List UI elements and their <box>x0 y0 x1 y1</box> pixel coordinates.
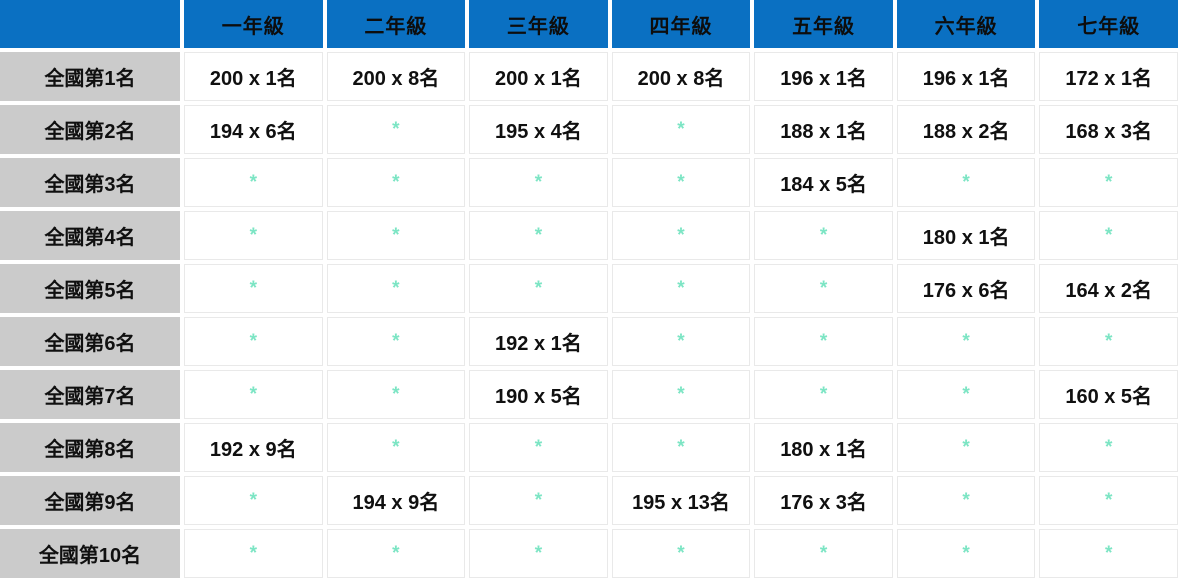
value-cell: 172 x 1名 <box>1039 52 1178 101</box>
placeholder-cell: * <box>184 264 323 313</box>
value-cell: 194 x 6名 <box>184 105 323 154</box>
placeholder-cell: * <box>326 264 466 313</box>
value-cell: 184 x 5名 <box>754 158 893 207</box>
grade-column-header-4: 四年級 <box>611 0 751 48</box>
rank-row-header-3: 全國第3名 <box>0 158 180 207</box>
value-cell: 192 x 9名 <box>184 423 323 472</box>
value-cell: 195 x 13名 <box>611 476 751 525</box>
placeholder-cell: * <box>611 264 751 313</box>
placeholder-cell: * <box>754 211 893 260</box>
placeholder-cell: * <box>184 211 323 260</box>
placeholder-cell: * <box>1039 476 1178 525</box>
value-cell: 200 x 1名 <box>469 52 608 101</box>
placeholder-cell: * <box>1039 317 1178 366</box>
placeholder-cell: * <box>611 211 751 260</box>
grade-column-header-5: 五年級 <box>754 0 893 48</box>
placeholder-cell: * <box>469 529 608 578</box>
value-cell: 200 x 8名 <box>611 52 751 101</box>
value-cell: 160 x 5名 <box>1039 370 1178 419</box>
placeholder-cell: * <box>469 476 608 525</box>
placeholder-cell: * <box>896 476 1036 525</box>
placeholder-cell: * <box>326 158 466 207</box>
placeholder-cell: * <box>896 529 1036 578</box>
placeholder-cell: * <box>1039 423 1178 472</box>
value-cell: 164 x 2名 <box>1039 264 1178 313</box>
placeholder-cell: * <box>754 264 893 313</box>
value-cell: 200 x 1名 <box>184 52 323 101</box>
grade-column-header-3: 三年級 <box>469 0 608 48</box>
placeholder-cell: * <box>469 158 608 207</box>
rank-row-header-5: 全國第5名 <box>0 264 180 313</box>
rank-row-header-8: 全國第8名 <box>0 423 180 472</box>
value-cell: 192 x 1名 <box>469 317 608 366</box>
rank-row-header-6: 全國第6名 <box>0 317 180 366</box>
placeholder-cell: * <box>326 105 466 154</box>
placeholder-cell: * <box>896 370 1036 419</box>
placeholder-cell: * <box>469 264 608 313</box>
placeholder-cell: * <box>184 476 323 525</box>
placeholder-cell: * <box>1039 158 1178 207</box>
placeholder-cell: * <box>326 423 466 472</box>
placeholder-cell: * <box>1039 211 1178 260</box>
placeholder-cell: * <box>754 529 893 578</box>
rank-row-header-4: 全國第4名 <box>0 211 180 260</box>
placeholder-cell: * <box>611 529 751 578</box>
placeholder-cell: * <box>611 105 751 154</box>
placeholder-cell: * <box>611 370 751 419</box>
value-cell: 188 x 1名 <box>754 105 893 154</box>
placeholder-cell: * <box>611 317 751 366</box>
placeholder-cell: * <box>326 370 466 419</box>
placeholder-cell: * <box>326 529 466 578</box>
value-cell: 196 x 1名 <box>896 52 1036 101</box>
placeholder-cell: * <box>611 423 751 472</box>
rank-row-header-7: 全國第7名 <box>0 370 180 419</box>
value-cell: 196 x 1名 <box>754 52 893 101</box>
value-cell: 188 x 2名 <box>896 105 1036 154</box>
placeholder-cell: * <box>184 370 323 419</box>
rank-row-header-9: 全國第9名 <box>0 476 180 525</box>
placeholder-cell: * <box>611 158 751 207</box>
grade-column-header-2: 二年級 <box>326 0 466 48</box>
value-cell: 194 x 9名 <box>326 476 466 525</box>
value-cell: 180 x 1名 <box>754 423 893 472</box>
grade-column-header-1: 一年級 <box>184 0 323 48</box>
grade-column-header-7: 七年級 <box>1039 0 1178 48</box>
placeholder-cell: * <box>184 158 323 207</box>
grade-column-header-6: 六年級 <box>896 0 1036 48</box>
rank-row-header-2: 全國第2名 <box>0 105 180 154</box>
rank-row-header-1: 全國第1名 <box>0 52 180 101</box>
placeholder-cell: * <box>896 317 1036 366</box>
value-cell: 195 x 4名 <box>469 105 608 154</box>
value-cell: 190 x 5名 <box>469 370 608 419</box>
placeholder-cell: * <box>326 211 466 260</box>
placeholder-cell: * <box>754 317 893 366</box>
corner-cell <box>0 0 180 48</box>
value-cell: 176 x 6名 <box>896 264 1036 313</box>
value-cell: 180 x 1名 <box>896 211 1036 260</box>
placeholder-cell: * <box>184 317 323 366</box>
value-cell: 168 x 3名 <box>1039 105 1178 154</box>
placeholder-cell: * <box>1039 529 1178 578</box>
placeholder-cell: * <box>184 529 323 578</box>
placeholder-cell: * <box>469 423 608 472</box>
placeholder-cell: * <box>469 211 608 260</box>
placeholder-cell: * <box>896 158 1036 207</box>
value-cell: 176 x 3名 <box>754 476 893 525</box>
placeholder-cell: * <box>754 370 893 419</box>
placeholder-cell: * <box>896 423 1036 472</box>
rank-row-header-10: 全國第10名 <box>0 529 180 578</box>
value-cell: 200 x 8名 <box>326 52 466 101</box>
placeholder-cell: * <box>326 317 466 366</box>
